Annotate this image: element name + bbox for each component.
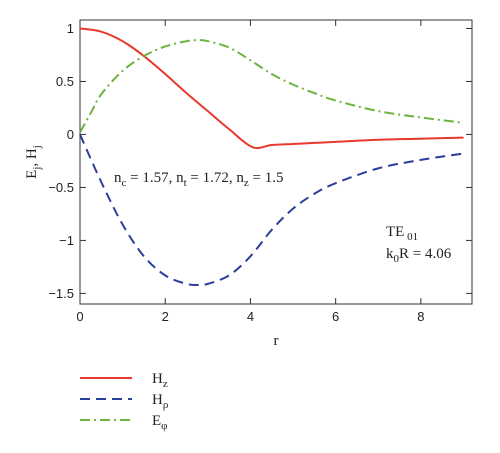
- x-tick-label: 4: [247, 309, 254, 324]
- legend-label-ephi: Eφ: [152, 413, 168, 432]
- series-layer: [79, 27, 464, 287]
- y-tick-label: 0: [67, 127, 74, 142]
- x-tick-label: 2: [162, 309, 169, 324]
- y-tick-label: 0.5: [56, 74, 74, 89]
- series-hz-line: [79, 27, 464, 150]
- plot-frame: [79, 19, 473, 305]
- x-tick-label: 0: [76, 309, 83, 324]
- y-tick-label: 1: [67, 21, 74, 36]
- y-tick-label: −1: [59, 233, 74, 248]
- x-tick-label: 6: [332, 309, 339, 324]
- k0r-annotation: k0R = 4.06: [386, 246, 452, 265]
- legend: Hz Hρ Eφ: [80, 371, 169, 432]
- legend-label-hz: Hz: [152, 371, 168, 390]
- y-label-sep: ,: [24, 159, 40, 167]
- legend-label-hrho: Hρ: [152, 392, 169, 411]
- y-tick-label: −1.5: [48, 286, 74, 301]
- x-axis-label: r: [274, 333, 279, 349]
- y-axis: 1 0.5 0 −0.5 −1 −1.5: [48, 21, 472, 301]
- legend-item-hrho: Hρ: [80, 392, 169, 411]
- x-axis: 0 2 4 6 8: [76, 20, 424, 324]
- series-ephi-line: [79, 39, 464, 133]
- parameter-annotation: nc = 1.57, nt = 1.72, nz = 1.5: [114, 170, 284, 189]
- y-tick-label: −0.5: [48, 180, 74, 195]
- y-label-e: E: [24, 170, 40, 179]
- legend-item-ephi: Eφ: [80, 413, 168, 432]
- y-axis-label: Ej, Hj: [24, 145, 43, 179]
- y-label-e-sub: j: [31, 167, 43, 171]
- series-hrho-line: [79, 134, 464, 287]
- legend-item-hz: Hz: [80, 371, 168, 390]
- mode-annotation: TE 01: [386, 224, 418, 243]
- x-tick-label: 8: [417, 309, 424, 324]
- y-label-h-sub: j: [31, 145, 43, 149]
- y-label-h: H: [24, 148, 40, 159]
